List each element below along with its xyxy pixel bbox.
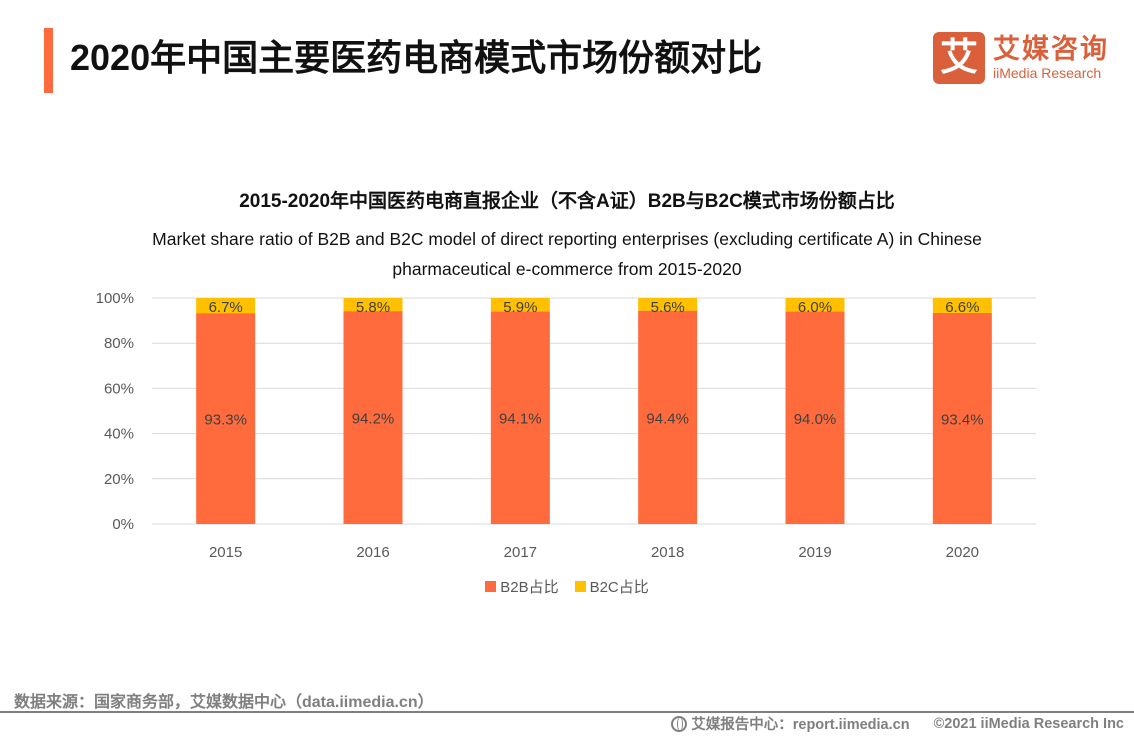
bar-b2c [343,298,403,312]
x-tick-label: 2019 [798,544,831,561]
data-label-b2b: 94.2% [352,411,395,428]
y-tick-label: 0% [112,516,134,533]
title-accent-bar [44,28,53,93]
x-tick-label: 2015 [209,544,242,561]
data-label-b2c: 6.7% [209,299,243,316]
y-tick-label: 40% [104,426,134,443]
report-center-link[interactable]: 艾媒报告中心：report.iimedia.cn [691,717,910,733]
data-label-b2c: 5.8% [356,299,390,316]
legend-item-b2b: B2B占比 [485,576,559,597]
bar-b2b [196,313,256,524]
y-tick-label: 60% [104,380,134,397]
stacked-bar-chart: 0% 20% 40% 60% 80% 100% 93.3% 6.7% 2015 94.2% 5.8%… [96,290,1036,561]
data-label-b2c: 6.0% [798,299,832,316]
logo-name-en: iiMedia Research [993,65,1102,81]
chart-subtitle-line-2: pharmaceutical e-commerce from 2015-2020 [392,259,742,279]
bar-b2c [638,298,698,311]
copyright: ©2021 iiMedia Research Inc [933,715,1124,732]
data-label-b2b: 94.1% [499,411,542,428]
legend-swatch-b2b [485,581,497,592]
bar-b2b [343,311,403,524]
bar-b2b [638,310,698,524]
page-title: 2020年中国主要医药电商模式市场份额对比 [70,37,763,78]
data-label-b2c: 5.6% [651,299,685,316]
x-tick-label: 2016 [356,544,389,561]
data-label-b2c: 5.9% [503,299,537,316]
legend-item-b2c: B2C占比 [574,576,649,597]
y-tick-label: 80% [104,335,134,352]
data-label-b2b: 93.4% [941,411,984,428]
chart-subtitle-line-1: Market share ratio of B2B and B2C model … [152,229,982,249]
bar-b2b [785,311,845,524]
data-label-b2b: 94.0% [794,411,837,428]
legend-label-b2b: B2B占比 [500,579,559,596]
bar-b2c [196,298,256,314]
data-label-b2b: 94.4% [646,410,689,427]
bar-b2b [490,311,550,524]
bar-b2c [785,298,845,312]
data-label-b2b: 93.3% [204,412,247,429]
x-tick-label: 2018 [651,544,684,561]
logo-name-cn: 艾媒咨询 [993,34,1109,64]
bar-b2b [932,312,992,524]
chart-legend: B2B占比 B2C占比 [0,576,1134,597]
x-tick-label: 2020 [946,544,979,561]
chart-subtitle: Market share ratio of B2B and B2C model … [0,224,1134,284]
globe-icon [671,715,688,732]
y-tick-label: 100% [96,290,134,307]
bar-b2c [490,298,550,312]
bar-b2c [932,298,992,313]
chart-title: 2015-2020年中国医药电商直报企业（不含A证）B2B与B2C模式市场份额占… [239,191,895,212]
logo-icon: 艾 [933,32,985,84]
footer: 艾媒报告中心：report.iimedia.cn ©2021 iiMedia R… [671,713,1124,734]
iimedia-logo: 艾 艾媒咨询 iiMedia Research [933,32,1109,84]
data-label-b2c: 6.6% [945,299,979,316]
legend-swatch-b2c [574,581,586,592]
legend-label-b2c: B2C占比 [589,579,649,596]
x-tick-label: 2017 [504,544,537,561]
footer-divider [0,711,1134,713]
data-source: 数据来源：国家商务部，艾媒数据中心（data.iimedia.cn） [14,694,434,711]
y-tick-label: 20% [104,471,134,488]
